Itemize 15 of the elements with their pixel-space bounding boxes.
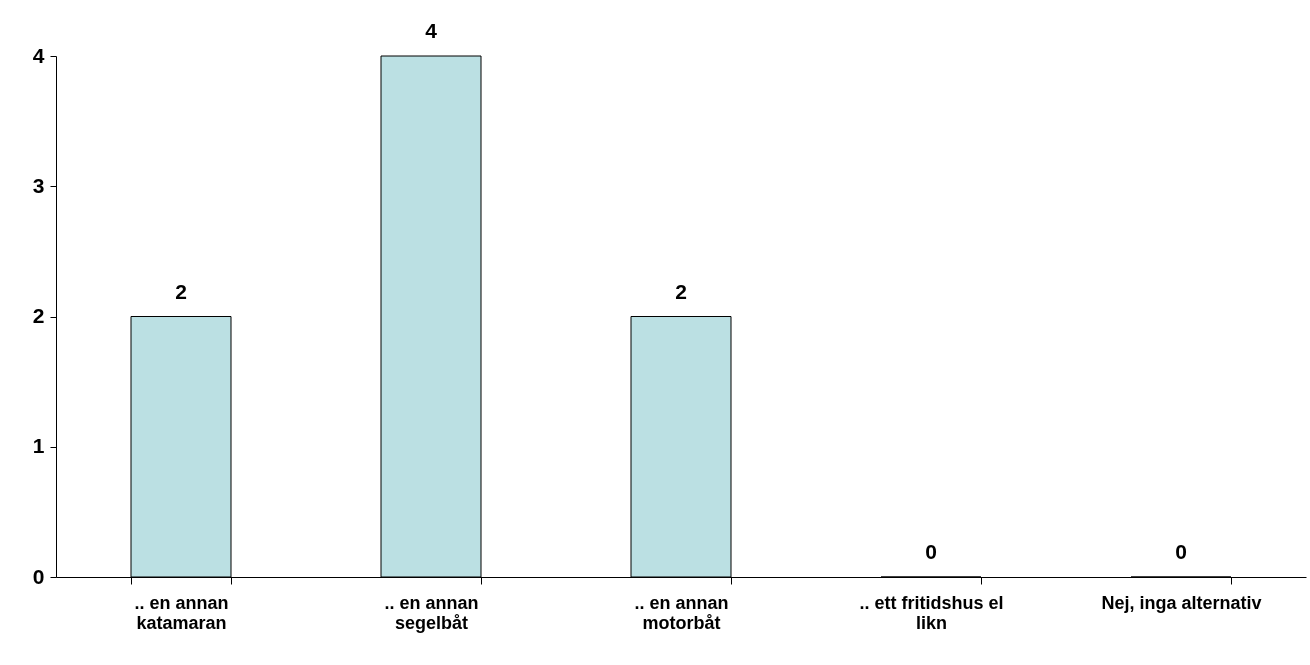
y-tick-label: 4 [32,43,45,67]
data-label: 0 [1175,540,1187,563]
data-label: 0 [925,540,937,563]
y-tick-label: 0 [32,564,45,588]
y-tick-label: 1 [32,434,45,458]
x-tick-label: .. ett fritidshus el likn [859,592,1004,633]
y-tick-label: 3 [32,173,45,197]
data-label: 2 [675,279,687,303]
x-tick-label: .. en annan katamaran [134,592,229,633]
x-tick-label: .. en annan motorbåt [634,592,729,633]
x-tick-label: Nej, inga alternativ [1101,592,1262,613]
y-tick-label: 2 [32,304,45,327]
data-label: 2 [175,279,187,303]
x-tick-label: .. en annan segelbåt [384,592,479,633]
data-label: 4 [425,19,438,42]
